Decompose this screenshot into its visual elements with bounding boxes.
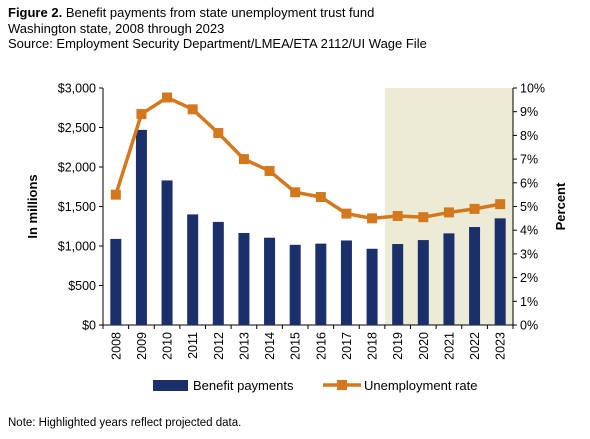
left-tick-label: $1,500 bbox=[58, 200, 96, 214]
left-tick-label: $2,500 bbox=[58, 121, 96, 135]
x-tick-label: 2014 bbox=[263, 332, 277, 360]
chart-subtitle: Washington state, 2008 through 2023 bbox=[8, 20, 225, 36]
title-text: Benefit payments from state unemployment… bbox=[65, 5, 375, 20]
bar-benefit-payments-2011 bbox=[187, 214, 199, 325]
legend-label-unemployment-rate: Unemployment rate bbox=[364, 378, 477, 393]
x-tick-label: 2009 bbox=[135, 332, 149, 360]
marker-unemployment-rate-2019 bbox=[392, 210, 403, 221]
chart-title: Figure 2. Benefit payments from state un… bbox=[8, 5, 427, 21]
x-tick-label: 2022 bbox=[468, 332, 482, 360]
right-tick-label: 7% bbox=[520, 153, 538, 167]
x-tick-label: 2008 bbox=[109, 332, 123, 360]
x-tick-label: 2012 bbox=[212, 332, 226, 360]
left-tick-label: $500 bbox=[68, 279, 96, 293]
marker-unemployment-rate-2008 bbox=[110, 189, 121, 200]
bar-benefit-payments-2013 bbox=[238, 232, 250, 325]
legend-swatch-benefit-payments bbox=[153, 380, 188, 391]
bar-benefit-payments-2014 bbox=[264, 237, 276, 325]
x-tick-label: 2023 bbox=[494, 332, 508, 360]
bar-benefit-payments-2019 bbox=[392, 244, 404, 325]
right-tick-label: 2% bbox=[520, 271, 538, 285]
marker-unemployment-rate-2012 bbox=[213, 128, 224, 139]
chart-header: Figure 2. Benefit payments from state un… bbox=[8, 5, 427, 52]
right-tick-label: 5% bbox=[520, 200, 538, 214]
right-tick-label: 4% bbox=[520, 224, 538, 238]
x-tick-label: 2016 bbox=[314, 332, 328, 360]
bar-benefit-payments-2020 bbox=[417, 240, 429, 325]
x-tick-label: 2017 bbox=[340, 332, 354, 360]
x-tick-label: 2020 bbox=[417, 332, 431, 360]
bar-benefit-payments-2009 bbox=[135, 129, 147, 325]
left-tick-label: $1,000 bbox=[58, 240, 96, 254]
marker-unemployment-rate-2011 bbox=[187, 104, 198, 115]
marker-unemployment-rate-2022 bbox=[469, 203, 480, 214]
marker-unemployment-rate-2023 bbox=[495, 199, 506, 210]
x-tick-label: 2010 bbox=[161, 332, 175, 360]
marker-unemployment-rate-2020 bbox=[418, 212, 429, 223]
bar-benefit-payments-2008 bbox=[110, 238, 122, 325]
marker-unemployment-rate-2018 bbox=[367, 213, 378, 224]
bar-benefit-payments-2015 bbox=[289, 244, 301, 325]
x-tick-label: 2019 bbox=[391, 332, 405, 360]
x-tick-label: 2011 bbox=[186, 332, 200, 359]
marker-unemployment-rate-2014 bbox=[264, 165, 275, 176]
bar-benefit-payments-2010 bbox=[161, 180, 173, 325]
legend-label-benefit-payments: Benefit payments bbox=[193, 378, 294, 393]
legend-marker-unemployment-rate bbox=[337, 380, 347, 390]
bar-benefit-payments-2012 bbox=[212, 221, 224, 325]
left-tick-label: $3,000 bbox=[58, 82, 96, 96]
x-tick-label: 2013 bbox=[237, 332, 251, 360]
marker-unemployment-rate-2010 bbox=[162, 92, 173, 103]
x-tick-label: 2018 bbox=[366, 332, 380, 360]
figure-label: Figure 2. bbox=[8, 5, 63, 20]
right-tick-label: 3% bbox=[520, 247, 538, 261]
right-tick-label: 10% bbox=[520, 82, 545, 96]
bar-benefit-payments-2018 bbox=[366, 248, 378, 325]
line-unemployment-rate bbox=[114, 95, 501, 221]
right-axis-title: Percent bbox=[553, 182, 568, 230]
right-tick-label: 1% bbox=[520, 295, 538, 309]
bar-benefit-payments-2016 bbox=[315, 243, 327, 325]
right-tick-label: 8% bbox=[520, 129, 538, 143]
marker-unemployment-rate-2009 bbox=[136, 109, 147, 120]
bar-benefit-payments-2023 bbox=[494, 218, 506, 325]
footnote: Note: Highlighted years reflect projecte… bbox=[8, 417, 242, 429]
marker-unemployment-rate-2015 bbox=[290, 187, 301, 198]
left-tick-label: $2,000 bbox=[58, 161, 96, 175]
x-tick-label: 2015 bbox=[289, 332, 303, 360]
bar-benefit-payments-2017 bbox=[340, 240, 352, 325]
chart-source: Source: Employment Security Department/L… bbox=[8, 36, 427, 51]
marker-unemployment-rate-2017 bbox=[341, 208, 352, 219]
left-tick-label: $0 bbox=[82, 319, 96, 333]
left-axis-title: In millions bbox=[25, 174, 40, 238]
bar-benefit-payments-2021 bbox=[443, 233, 455, 325]
right-tick-label: 9% bbox=[520, 105, 538, 119]
right-tick-label: 6% bbox=[520, 176, 538, 190]
bar-benefit-payments-2022 bbox=[469, 227, 481, 325]
x-tick-label: 2021 bbox=[442, 332, 456, 360]
marker-unemployment-rate-2016 bbox=[315, 192, 326, 203]
marker-unemployment-rate-2013 bbox=[238, 154, 249, 165]
marker-unemployment-rate-2021 bbox=[443, 207, 454, 218]
combo-chart: $0 $500 $1,000 $1,500 $2,000 $2,500 $3,000 0% 1%… bbox=[25, 82, 568, 394]
right-tick-label: 0% bbox=[520, 319, 538, 333]
